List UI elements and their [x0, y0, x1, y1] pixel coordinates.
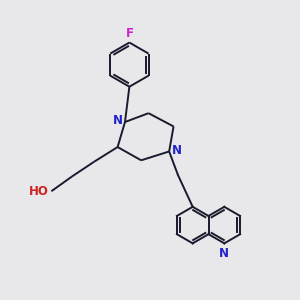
Text: N: N: [172, 144, 182, 158]
Text: N: N: [219, 247, 229, 260]
Text: N: N: [113, 114, 123, 127]
Text: HO: HO: [29, 185, 49, 198]
Text: F: F: [125, 27, 134, 40]
